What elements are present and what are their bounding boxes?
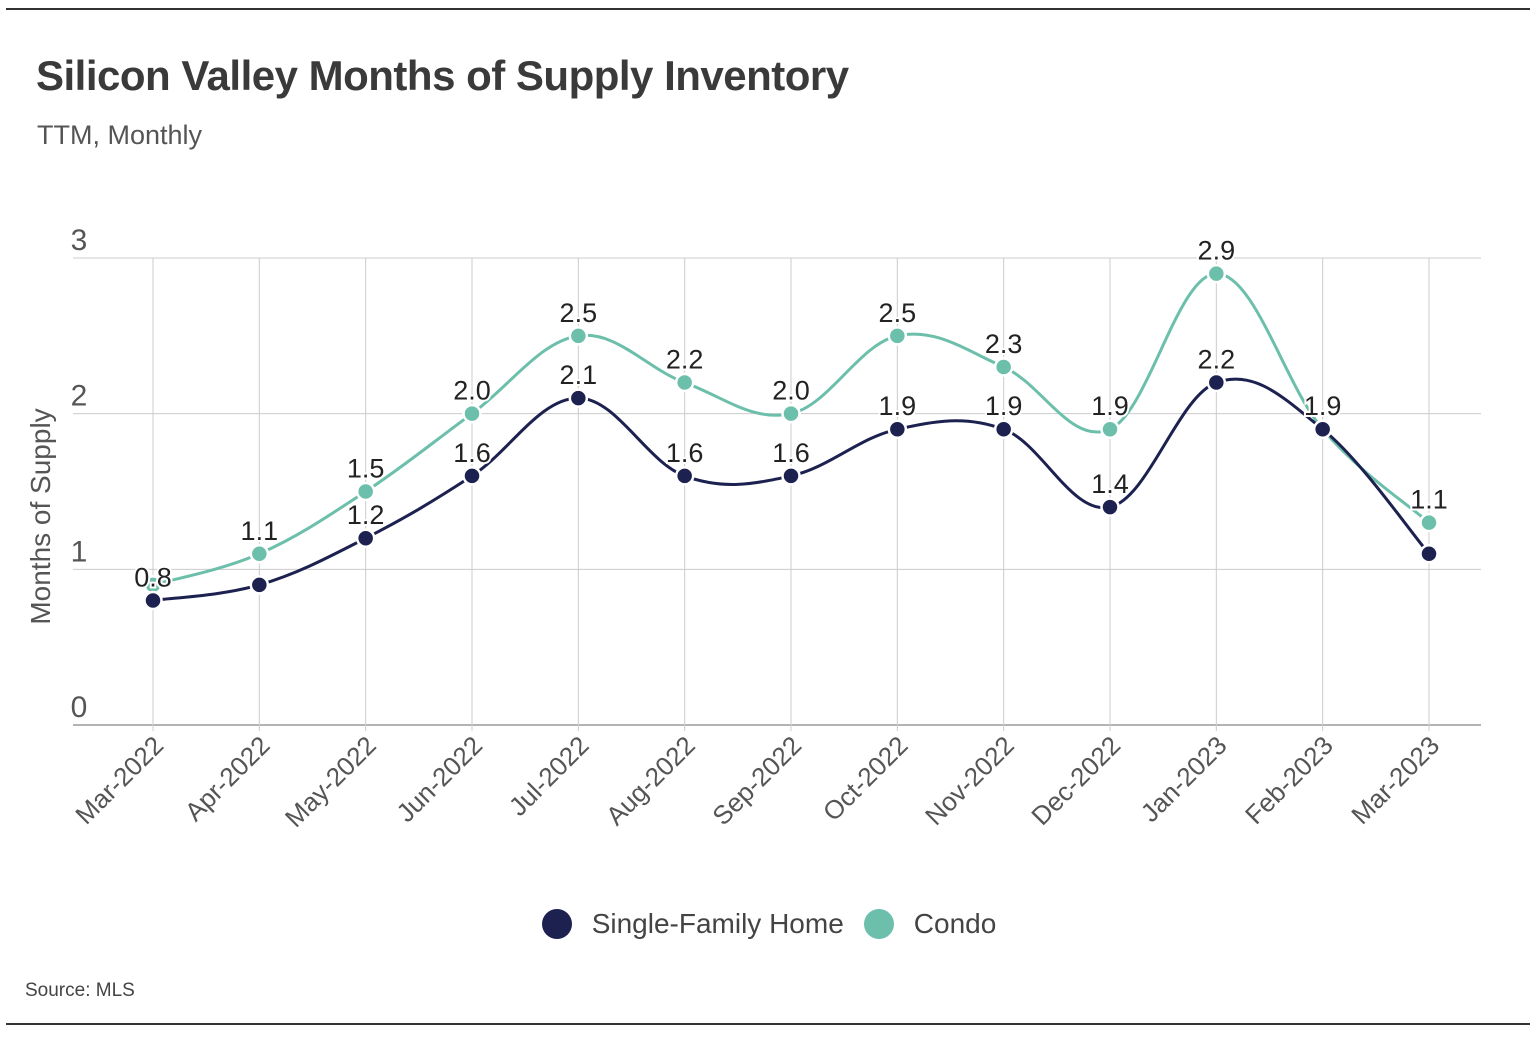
chart-title: Silicon Valley Months of Supply Inventor…	[36, 52, 849, 99]
x-tick-label: Oct-2022	[817, 730, 914, 827]
data-label-condo: 2.3	[985, 329, 1023, 359]
data-label-condo: 1.1	[1410, 485, 1448, 515]
point-single-family	[143, 590, 163, 611]
data-label-single-family: 1.6	[453, 438, 491, 468]
point-single-family	[674, 466, 695, 486]
y-axis-label: Months of Supply	[25, 408, 56, 624]
x-tick-label: Mar-2022	[69, 730, 169, 830]
data-label-single-family: 1.9	[985, 391, 1023, 421]
point-single-family	[993, 419, 1014, 439]
data-label-condo: 1.1	[241, 516, 279, 546]
data-label-condo: 2.9	[1198, 236, 1236, 266]
x-tick-label: Jun-2022	[390, 730, 488, 828]
x-tick-label: Sep-2022	[706, 730, 807, 831]
y-tick-label: 2	[71, 380, 88, 413]
y-tick-label: 1	[71, 535, 88, 568]
source-note: Source: MLS	[25, 980, 135, 1001]
data-label-single-family: 2.2	[1198, 345, 1236, 375]
point-condo	[993, 357, 1014, 377]
legend-item-condo[interactable]: Condo	[863, 908, 997, 940]
x-tick-label: Jul-2022	[503, 730, 595, 822]
data-label-condo: 1.9	[1304, 391, 1342, 421]
data-label-single-family: 1.4	[1091, 469, 1129, 499]
x-tick-label: Feb-2023	[1239, 730, 1339, 830]
data-label-single-family: 2.1	[560, 360, 598, 390]
data-label-single-family: 1.6	[772, 438, 810, 468]
data-label-condo: 2.0	[453, 376, 491, 406]
point-single-family	[1312, 419, 1333, 439]
data-label-single-family: 1.2	[347, 500, 385, 530]
data-label-condo: 2.0	[772, 376, 810, 406]
point-single-family	[1419, 544, 1439, 564]
axes: 0 1 2 3 Mar-2022 Apr-2022 May-2022 Jun-2022 Jul-…	[25, 224, 1445, 833]
point-single-family	[462, 466, 482, 486]
legend-swatch-condo	[863, 909, 894, 939]
chart-subtitle: TTM, Monthly	[37, 120, 203, 150]
data-label-single-family: 1.6	[666, 438, 704, 468]
point-single-family	[249, 575, 270, 595]
legend-item-single-family[interactable]: Single-Family Home	[541, 908, 844, 940]
y-tick-label: 0	[71, 691, 88, 724]
data-label-single-family: 1.9	[879, 391, 917, 421]
data-label-condo: 1.9	[1091, 391, 1129, 421]
x-tick-label: Aug-2022	[600, 730, 701, 831]
x-tick-label: Jan-2023	[1135, 730, 1233, 828]
point-condo	[674, 372, 695, 393]
bottom-rule	[6, 1023, 1530, 1025]
point-condo	[1100, 419, 1120, 439]
data-label-condo: 2.5	[879, 298, 917, 328]
y-tick-label: 3	[71, 224, 88, 257]
data-label-condo: 2.2	[666, 345, 704, 375]
x-tick-label: Apr-2022	[179, 730, 276, 827]
point-condo	[1206, 263, 1227, 284]
point-condo	[781, 403, 801, 424]
point-single-family	[568, 388, 589, 408]
x-tick-label: Dec-2022	[1025, 730, 1126, 831]
legend-swatch-single-family	[541, 909, 572, 939]
legend-label-single-family: Single-Family Home	[591, 908, 844, 939]
point-condo	[568, 326, 589, 346]
point-single-family	[781, 466, 801, 486]
data-labels: 0.8 1.2 1.6 2.1 1.6 1.6 1.9 1.9 1.4 2.2 1.1 1.5 2.0 2…	[132, 234, 1450, 595]
series	[143, 263, 1439, 611]
data-label-condo: 1.5	[347, 454, 385, 484]
grid	[73, 257, 1481, 731]
legend: Single-Family Home Condo	[0, 908, 1538, 940]
legend-label-condo: Condo	[913, 908, 997, 939]
point-single-family	[355, 528, 376, 548]
x-tick-label: May-2022	[279, 730, 382, 833]
data-label-condo: 2.5	[560, 298, 598, 328]
point-condo	[355, 481, 376, 502]
point-single-family	[887, 419, 908, 439]
top-rule	[6, 8, 1530, 10]
point-single-family	[1206, 372, 1227, 393]
x-tick-label: Nov-2022	[919, 730, 1020, 831]
data-label-single-family: 0.8	[134, 562, 172, 592]
point-condo	[249, 544, 270, 564]
point-condo	[462, 403, 482, 424]
point-condo	[887, 326, 908, 346]
x-tick-label: Mar-2023	[1345, 730, 1445, 830]
point-condo	[1419, 512, 1439, 533]
point-single-family	[1100, 497, 1120, 517]
